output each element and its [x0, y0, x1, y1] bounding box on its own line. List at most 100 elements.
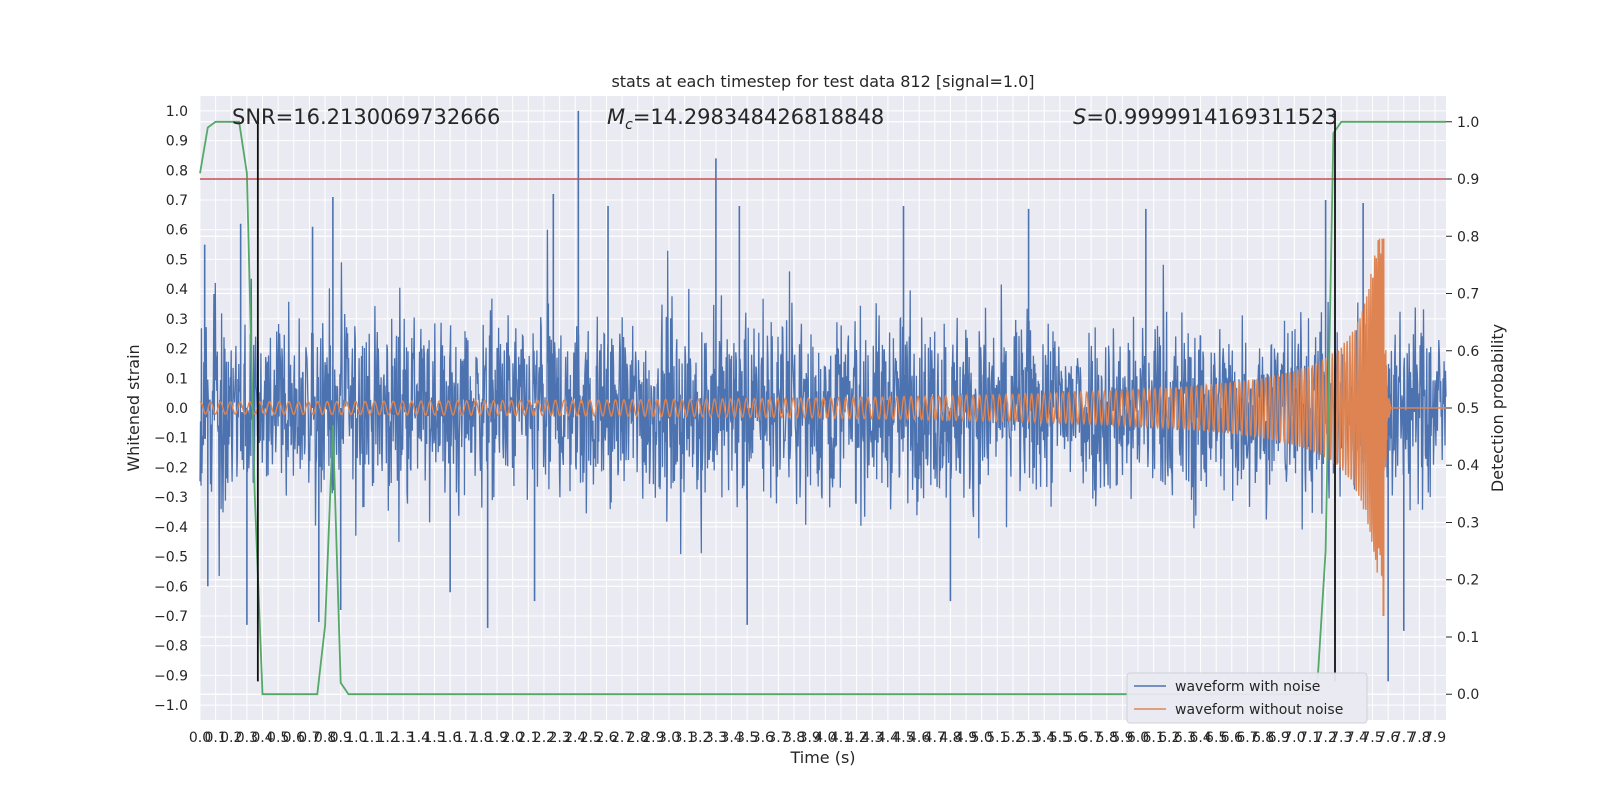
- chart-title: stats at each timestep for test data 812…: [611, 72, 1034, 91]
- x-tick-label: 0.3: [236, 730, 258, 746]
- x-tick-label: 7.6: [1377, 730, 1399, 746]
- detection-probability-line: [199, 120, 1446, 696]
- right-tick-label: 1.0: [1457, 115, 1479, 131]
- y-tick-label: −0.2: [154, 460, 188, 476]
- right-tick-label: 0.0: [1457, 687, 1479, 703]
- x-tick-label: 1.2: [376, 730, 398, 746]
- detection-probability-series: [199, 120, 1446, 696]
- y-tick-label: −0.8: [154, 639, 188, 655]
- y-tick-label: −0.9: [154, 668, 188, 684]
- chirp-mass-subscript: c: [625, 117, 633, 133]
- x-tick-label: 5.4: [1033, 730, 1055, 746]
- x-tick-label: 0.5: [267, 730, 289, 746]
- x-tick-label: 5.6: [1064, 730, 1086, 746]
- y-tick-label: 0.7: [166, 193, 188, 209]
- x-tick-label: 4.9: [955, 730, 977, 746]
- y-tick-label: −0.3: [154, 490, 188, 506]
- x-tick-label: 5.3: [1017, 730, 1039, 746]
- y-tick-label: −0.4: [154, 520, 188, 536]
- clean-waveform-series: [199, 238, 1446, 616]
- y-tick-label: 0.9: [166, 134, 188, 150]
- y-tick-label: −0.6: [154, 579, 188, 595]
- x-tick-label: 6.1: [1143, 730, 1165, 746]
- x-tick-label: 6.8: [1252, 730, 1274, 746]
- x-tick-label: 2.6: [595, 730, 617, 746]
- right-tick-label: 0.4: [1457, 458, 1479, 474]
- right-tick-label: 0.5: [1457, 401, 1479, 417]
- x-tick-label: 4.6: [908, 730, 930, 746]
- y-tick-label: −0.7: [154, 609, 188, 625]
- x-tick-label: 2.3: [548, 730, 570, 746]
- x-tick-label: 3.8: [783, 730, 805, 746]
- y-tick-label: 0.4: [166, 282, 188, 298]
- x-tick-label: 7.1: [1299, 730, 1321, 746]
- right-y-axis-label: Detection probability: [1488, 324, 1507, 492]
- x-tick-label: 0.4: [251, 730, 273, 746]
- x-tick-label: 1.8: [470, 730, 492, 746]
- x-tick-label: 6.4: [1189, 730, 1211, 746]
- x-tick-label: 2.1: [517, 730, 539, 746]
- legend-label-noise: waveform with noise: [1175, 679, 1320, 695]
- x-tick-label: 0.1: [205, 730, 227, 746]
- x-tick-label: 7.7: [1393, 730, 1415, 746]
- right-tick-label: 0.6: [1457, 344, 1479, 360]
- x-tick-label: 1.0: [345, 730, 367, 746]
- x-tick-label: 5.9: [1111, 730, 1133, 746]
- x-tick-label: 0.2: [220, 730, 242, 746]
- x-tick-label: 0.9: [330, 730, 352, 746]
- x-tick-label: 4.7: [924, 730, 946, 746]
- y-tick-label: 1.0: [166, 104, 188, 120]
- chirp-mass-symbol: M: [607, 105, 625, 129]
- right-tick-label: 0.3: [1457, 515, 1479, 531]
- y-tick-label: 0.0: [166, 401, 188, 417]
- y-tick-label: 0.6: [166, 223, 188, 239]
- x-tick-label: 4.1: [830, 730, 852, 746]
- x-tick-label: 3.9: [799, 730, 821, 746]
- x-tick-label: 6.5: [1205, 730, 1227, 746]
- y-tick-label: 0.8: [166, 163, 188, 179]
- legend: waveform with noise waveform without noi…: [1126, 672, 1368, 724]
- x-tick-label: 5.8: [1096, 730, 1118, 746]
- right-tick-label: 0.2: [1457, 573, 1479, 589]
- chirp-mass-value: =14.298348426818848: [633, 105, 884, 129]
- x-tick-label: 5.0: [971, 730, 993, 746]
- x-tick-label: 7.5: [1361, 730, 1383, 746]
- right-tick-label: 0.8: [1457, 229, 1479, 245]
- y-tick-label: 0.2: [166, 342, 188, 358]
- y-tick-label: 0.1: [166, 371, 188, 387]
- x-tick-label: 2.8: [627, 730, 649, 746]
- x-tick-label: 3.7: [767, 730, 789, 746]
- y-tick-label: 0.3: [166, 312, 188, 328]
- x-tick-label: 0.6: [283, 730, 305, 746]
- x-tick-label: 3.2: [689, 730, 711, 746]
- x-tick-label: 1.9: [486, 730, 508, 746]
- x-tick-label: 0.8: [314, 730, 336, 746]
- x-tick-label: 6.7: [1236, 730, 1258, 746]
- x-tick-label: 2.2: [533, 730, 555, 746]
- right-tick-label: 0.9: [1457, 172, 1479, 188]
- x-tick-label: 7.9: [1424, 730, 1446, 746]
- right-tick-label: 0.1: [1457, 630, 1479, 646]
- x-tick-label: 6.6: [1221, 730, 1243, 746]
- x-tick-label: 1.7: [455, 730, 477, 746]
- x-tick-label: 2.4: [564, 730, 586, 746]
- x-tick-label: 4.0: [814, 730, 836, 746]
- x-tick-label: 3.4: [720, 730, 742, 746]
- vertical-markers-layer: [256, 110, 1336, 682]
- x-tick-label: 7.4: [1346, 730, 1368, 746]
- x-tick-label: 4.5: [892, 730, 914, 746]
- x-tick-label: 1.4: [408, 730, 430, 746]
- x-tick-label: 7.8: [1408, 730, 1430, 746]
- y-tick-label: −0.1: [154, 431, 188, 447]
- x-tick-label: 7.0: [1283, 730, 1305, 746]
- x-axis-label: Time (s): [789, 748, 855, 767]
- left-y-axis-ticks: −1.0 −0.9 −0.8 −0.7 −0.6 −0.5 −0.4 −0.3 −0.2 −0.1…: [154, 104, 188, 714]
- x-tick-label: 4.3: [861, 730, 883, 746]
- right-y-axis-ticks: 0.0 0.1 0.2 0.3 0.4 0.5 0.6 0.7 0.8 0.9 1.0: [1446, 115, 1479, 703]
- x-tick-label: 7.3: [1330, 730, 1352, 746]
- y-tick-label: −1.0: [154, 698, 188, 714]
- noise-waveform-series: [199, 110, 1447, 682]
- x-tick-label: 1.6: [439, 730, 461, 746]
